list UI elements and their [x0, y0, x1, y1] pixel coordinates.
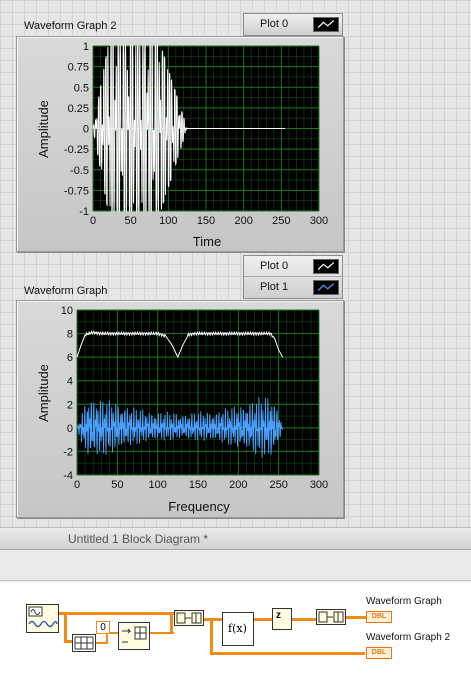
- graph2-label: Waveform Graph 2: [24, 20, 117, 32]
- legend-item[interactable]: Plot 0: [244, 14, 342, 35]
- y-tick-label: -2: [63, 446, 73, 458]
- y-tick-label: 1: [83, 41, 89, 53]
- replace-subset-node[interactable]: [118, 622, 150, 650]
- series-line-plot-1: [76, 397, 284, 458]
- block-diagram-canvas[interactable]: 0 f(x) z Wavefo: [0, 582, 471, 673]
- wire[interactable]: [204, 618, 222, 621]
- formula-node[interactable]: f(x): [222, 612, 254, 646]
- y-tick-label: 0.25: [68, 103, 89, 115]
- y-tick-label: 0: [67, 423, 73, 435]
- series-line-plot-0: [92, 45, 286, 212]
- block-diagram-toolbar: [0, 551, 471, 581]
- wire[interactable]: [64, 640, 72, 643]
- y-tick-label: -0.25: [64, 144, 89, 156]
- x-tick-label: 0: [74, 479, 80, 491]
- legend-plot-name: Plot 0: [260, 18, 289, 30]
- build-waveform-node[interactable]: [316, 609, 346, 625]
- wire[interactable]: [210, 652, 365, 655]
- series-line-plot-0: [76, 330, 284, 359]
- build-array-icon: [318, 611, 344, 623]
- signal-generator-node[interactable]: [26, 604, 59, 633]
- x-tick-label: 0: [90, 215, 96, 227]
- build-array-icon: [176, 612, 202, 624]
- wire[interactable]: [106, 632, 108, 642]
- front-panel: Waveform Graph 2 Plot 0 Amplitude Time 0…: [0, 0, 471, 528]
- legend-item[interactable]: Plot 0: [244, 256, 342, 277]
- x-tick-label: 300: [310, 215, 328, 227]
- graph2-xlabel: Time: [193, 234, 221, 249]
- graph1-ylabel: Amplitude: [36, 364, 51, 422]
- y-tick-label: 2: [67, 399, 73, 411]
- y-tick-label: 0: [83, 124, 89, 136]
- array-builder-node[interactable]: [72, 634, 96, 652]
- x-tick-label: 250: [272, 215, 290, 227]
- plot-line-icon: [313, 280, 339, 295]
- formula-label: f(x): [228, 622, 247, 635]
- dbl-terminal[interactable]: DBL: [366, 611, 392, 623]
- graph1-xlabel: Frequency: [168, 499, 230, 514]
- y-tick-label: 0.75: [68, 62, 89, 74]
- wire[interactable]: [92, 642, 108, 644]
- waveform-icon: [28, 606, 58, 628]
- y-tick-label: -4: [63, 470, 73, 482]
- dbl-terminal[interactable]: DBL: [366, 647, 392, 659]
- wire[interactable]: [150, 632, 174, 634]
- x-tick-label: 300: [310, 479, 328, 491]
- terminal-label: Waveform Graph: [366, 596, 442, 607]
- graph1-frame: Amplitude Frequency 0 50 100 150 200 250 300 10…: [16, 300, 344, 518]
- graph1-label: Waveform Graph: [24, 285, 108, 297]
- y-tick-label: -0.5: [70, 165, 89, 177]
- y-tick-label: -0.75: [64, 185, 89, 197]
- delay-node[interactable]: z: [272, 608, 292, 630]
- block-diagram-titlebar[interactable]: Untitled 1 Block Diagram *: [0, 529, 471, 550]
- wire[interactable]: [292, 618, 316, 621]
- plot-line-icon: [313, 17, 339, 32]
- wire[interactable]: [64, 612, 67, 642]
- build-waveform-node[interactable]: [174, 610, 204, 626]
- legend-plot-name: Plot 1: [260, 281, 289, 293]
- wire[interactable]: [64, 612, 174, 615]
- y-tick-label: 10: [61, 305, 73, 317]
- graph2-chart[interactable]: Amplitude Time 0 50 100 150 200 250 300 1 0.75 0.…: [17, 37, 343, 251]
- wire[interactable]: [346, 616, 366, 619]
- x-tick-label: 200: [229, 479, 247, 491]
- graph2-frame: Amplitude Time 0 50 100 150 200 250 300 1 0.75 0.…: [16, 36, 344, 252]
- x-tick-label: 150: [197, 215, 215, 227]
- block-diagram-title: Untitled 1 Block Diagram *: [68, 532, 209, 546]
- y-tick-label: -1: [79, 206, 89, 218]
- wire[interactable]: [210, 618, 213, 654]
- array-grid-icon: [74, 636, 94, 650]
- plot-line-icon: [313, 259, 339, 274]
- terminal-label: Waveform Graph 2: [366, 632, 451, 643]
- y-tick-label: 8: [67, 329, 73, 341]
- wire[interactable]: [59, 612, 66, 615]
- x-tick-label: 100: [159, 215, 177, 227]
- numeric-constant[interactable]: 0: [96, 621, 110, 634]
- x-tick-label: 250: [269, 479, 287, 491]
- y-tick-label: 0.5: [74, 82, 89, 94]
- x-tick-label: 50: [125, 215, 137, 227]
- delay-label: z: [276, 610, 281, 621]
- y-tick-label: 4: [67, 376, 73, 388]
- graph1-legend[interactable]: Plot 0 Plot 1: [243, 255, 343, 299]
- x-tick-label: 150: [189, 479, 207, 491]
- x-tick-label: 200: [234, 215, 252, 227]
- graph1-chart[interactable]: Amplitude Frequency 0 50 100 150 200 250 30010…: [17, 301, 343, 517]
- legend-item[interactable]: Plot 1: [244, 277, 342, 298]
- wire[interactable]: [254, 618, 272, 621]
- legend-plot-name: Plot 0: [260, 260, 289, 272]
- graph2-legend[interactable]: Plot 0: [243, 13, 343, 36]
- replace-subset-icon: [122, 626, 147, 643]
- x-tick-label: 50: [111, 479, 123, 491]
- x-tick-label: 100: [148, 479, 166, 491]
- graph2-ylabel: Amplitude: [36, 100, 51, 158]
- wire[interactable]: [170, 612, 173, 632]
- y-tick-label: 6: [67, 352, 73, 364]
